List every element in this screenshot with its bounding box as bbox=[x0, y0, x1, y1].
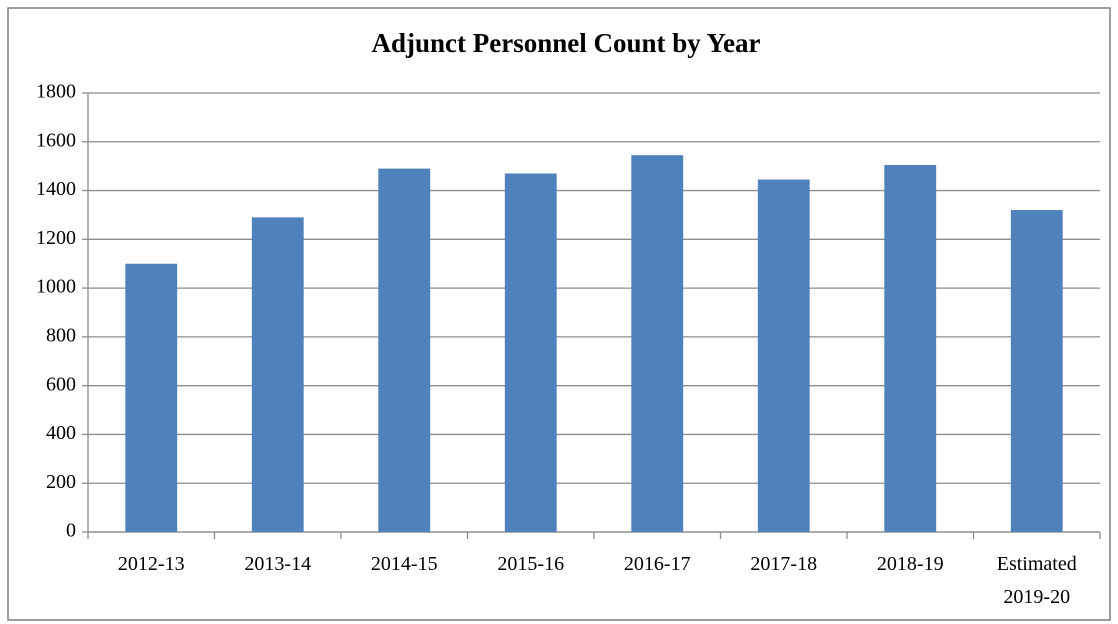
y-tick-label: 200 bbox=[46, 471, 76, 493]
y-tick-label: 1600 bbox=[36, 129, 76, 151]
y-tick-label: 600 bbox=[46, 373, 76, 395]
bar bbox=[504, 173, 557, 532]
bar bbox=[125, 263, 178, 532]
bar bbox=[884, 164, 937, 533]
x-tick-label: 2012-13 bbox=[118, 553, 185, 575]
x-tick-label: 2015-16 bbox=[497, 553, 564, 575]
y-tick-label: 1000 bbox=[36, 276, 76, 298]
y-tick-label: 0 bbox=[66, 520, 76, 542]
x-tick-label: Estimated 2019-20 bbox=[997, 553, 1077, 608]
y-tick-label: 1400 bbox=[36, 178, 76, 200]
bar bbox=[757, 179, 810, 532]
x-tick-label: 2013-14 bbox=[244, 553, 311, 575]
x-tick-label: 2018-19 bbox=[877, 553, 944, 575]
bar bbox=[631, 155, 684, 533]
y-tick-label: 1200 bbox=[36, 227, 76, 249]
y-tick-label: 1800 bbox=[36, 81, 76, 103]
x-tick-label: 2017-18 bbox=[750, 553, 817, 575]
bar bbox=[378, 168, 431, 532]
bar bbox=[251, 217, 304, 532]
x-tick-label: 2014-15 bbox=[371, 553, 438, 575]
x-tick-label: 2016-17 bbox=[624, 553, 691, 575]
y-tick-label: 400 bbox=[46, 422, 76, 444]
chart-title: Adjunct Personnel Count by Year bbox=[371, 28, 760, 58]
bar bbox=[1010, 210, 1063, 533]
y-tick-label: 800 bbox=[46, 324, 76, 346]
